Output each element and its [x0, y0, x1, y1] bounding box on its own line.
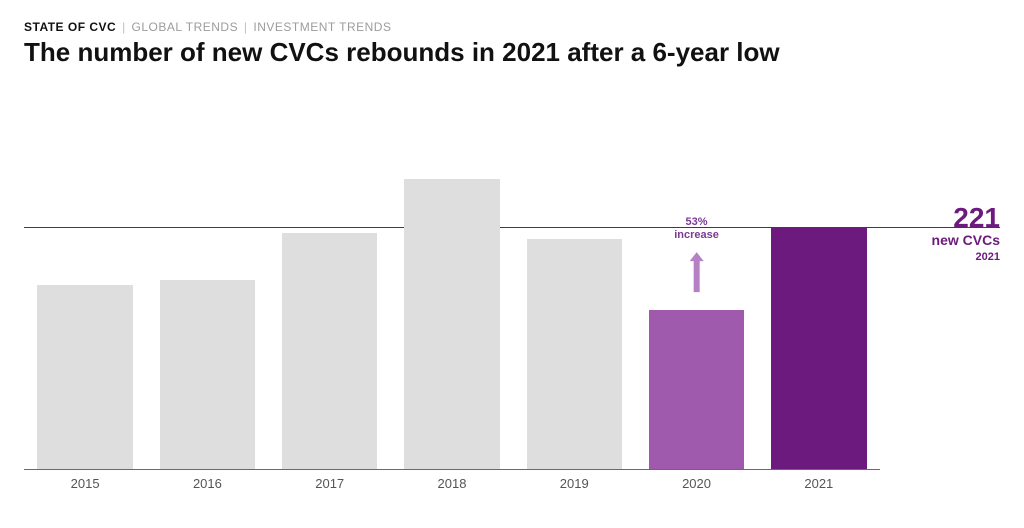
x-tick-label: 2020: [635, 470, 757, 496]
x-tick-label: 2016: [146, 470, 268, 496]
breadcrumb-level-3: INVESTMENT TRENDS: [253, 20, 391, 34]
bar-slot: [146, 140, 268, 469]
plot-area: 53% increase: [24, 140, 880, 470]
x-tick-label: 2015: [24, 470, 146, 496]
callout-value: 221: [932, 204, 1000, 232]
chart: 53% increase 221 new CVCs 2021 201520162…: [24, 140, 1000, 496]
breadcrumb-level-1: STATE OF CVC: [24, 20, 116, 34]
annotation-text-line-2: increase: [674, 229, 719, 241]
increase-annotation: 53% increase: [674, 216, 719, 310]
header: STATE OF CVC | GLOBAL TRENDS | INVESTMEN…: [0, 0, 1024, 68]
bars-container: [24, 140, 880, 469]
bar-slot: [758, 140, 880, 469]
bar: [404, 179, 499, 469]
bar: [771, 227, 866, 469]
breadcrumb-separator: |: [122, 20, 126, 34]
bar: [527, 239, 622, 469]
bar: [649, 310, 744, 469]
callout-year: 2021: [932, 251, 1000, 263]
bar-slot: [24, 140, 146, 469]
x-axis: 2015201620172018201920202021: [24, 470, 880, 496]
annotation-text-line-1: 53%: [674, 216, 719, 228]
breadcrumb-separator: |: [244, 20, 248, 34]
breadcrumb-level-2: GLOBAL TRENDS: [132, 20, 239, 34]
bar-slot: [391, 140, 513, 469]
bar: [160, 280, 255, 469]
bar: [282, 233, 377, 469]
bar-slot: [269, 140, 391, 469]
x-tick-label: 2017: [269, 470, 391, 496]
x-tick-label: 2019: [513, 470, 635, 496]
bar-slot: [513, 140, 635, 469]
arrow-up-icon: [690, 245, 704, 299]
callout-label: new CVCs: [932, 232, 1000, 249]
highlight-callout: 221 new CVCs 2021: [932, 204, 1000, 263]
page-title: The number of new CVCs rebounds in 2021 …: [24, 38, 1000, 68]
breadcrumb: STATE OF CVC | GLOBAL TRENDS | INVESTMEN…: [24, 20, 1000, 34]
x-tick-label: 2021: [758, 470, 880, 496]
bar: [37, 285, 132, 469]
x-tick-label: 2018: [391, 470, 513, 496]
